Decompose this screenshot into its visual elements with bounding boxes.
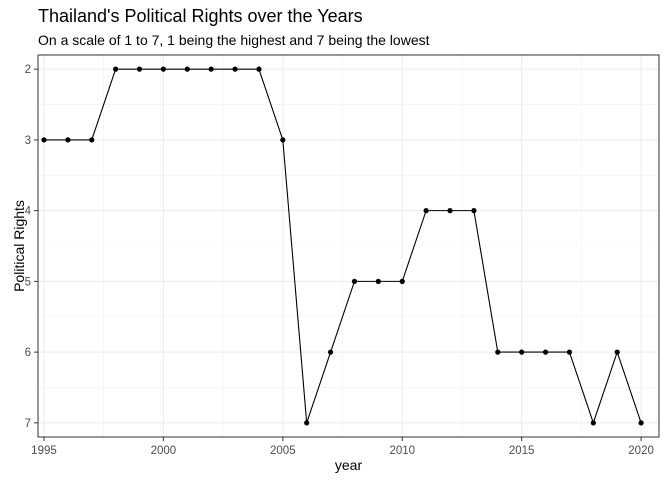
- data-line: [43, 68, 642, 425]
- data-point: [280, 137, 286, 143]
- data-point: [542, 349, 549, 355]
- data-point: [65, 137, 71, 143]
- data-point: [136, 66, 143, 72]
- data-point: [638, 420, 644, 426]
- plot-panel-border: [37, 54, 660, 438]
- y-tick-label: 6: [25, 347, 31, 359]
- y-tick-label: 4: [25, 206, 32, 218]
- x-axis-ticks: 1995 2000 2005 2010 2015 2020: [31, 437, 654, 457]
- data-point: [184, 66, 190, 72]
- data-point: [614, 349, 620, 355]
- data-point: [89, 137, 95, 143]
- y-tick-label: 5: [25, 276, 31, 288]
- x-tick-label: 2005: [270, 445, 296, 457]
- data-point: [41, 137, 47, 143]
- data-point: [399, 278, 405, 284]
- chart-subtitle: On a scale of 1 to 7, 1 being the highes…: [38, 32, 430, 48]
- data-point: [471, 208, 477, 214]
- y-tick-label: 2: [25, 64, 31, 76]
- x-tick-label: 2015: [509, 445, 535, 457]
- data-point: [375, 278, 381, 284]
- data-point: [256, 66, 262, 72]
- data-point: [113, 66, 119, 72]
- y-axis-ticks: 2 3 4 5 6 7: [25, 64, 38, 430]
- series-line: [43, 68, 642, 425]
- data-point: [304, 420, 310, 426]
- data-point: [590, 420, 596, 426]
- y-tick-label: 3: [25, 135, 31, 147]
- data-point: [566, 349, 573, 355]
- x-tick-label: 1995: [31, 445, 57, 457]
- data-point: [160, 66, 166, 72]
- data-point: [208, 66, 214, 72]
- data-points: [41, 66, 644, 426]
- data-point: [495, 349, 501, 355]
- chart-title: Thailand's Political Rights over the Yea…: [38, 6, 363, 26]
- x-tick-label: 2010: [389, 445, 415, 457]
- data-point: [232, 66, 238, 72]
- y-tick-label: 7: [25, 418, 31, 430]
- x-tick-label: 2000: [151, 445, 177, 457]
- data-point: [327, 349, 334, 355]
- data-point: [519, 349, 525, 355]
- x-tick-label: 2020: [628, 445, 654, 457]
- grid-major: [38, 55, 659, 437]
- data-point: [351, 278, 358, 284]
- data-point: [423, 208, 429, 214]
- y-axis-title: Political Rights: [11, 200, 27, 292]
- grid-minor: [38, 55, 659, 437]
- x-axis-title: year: [335, 457, 363, 473]
- data-point: [447, 208, 453, 214]
